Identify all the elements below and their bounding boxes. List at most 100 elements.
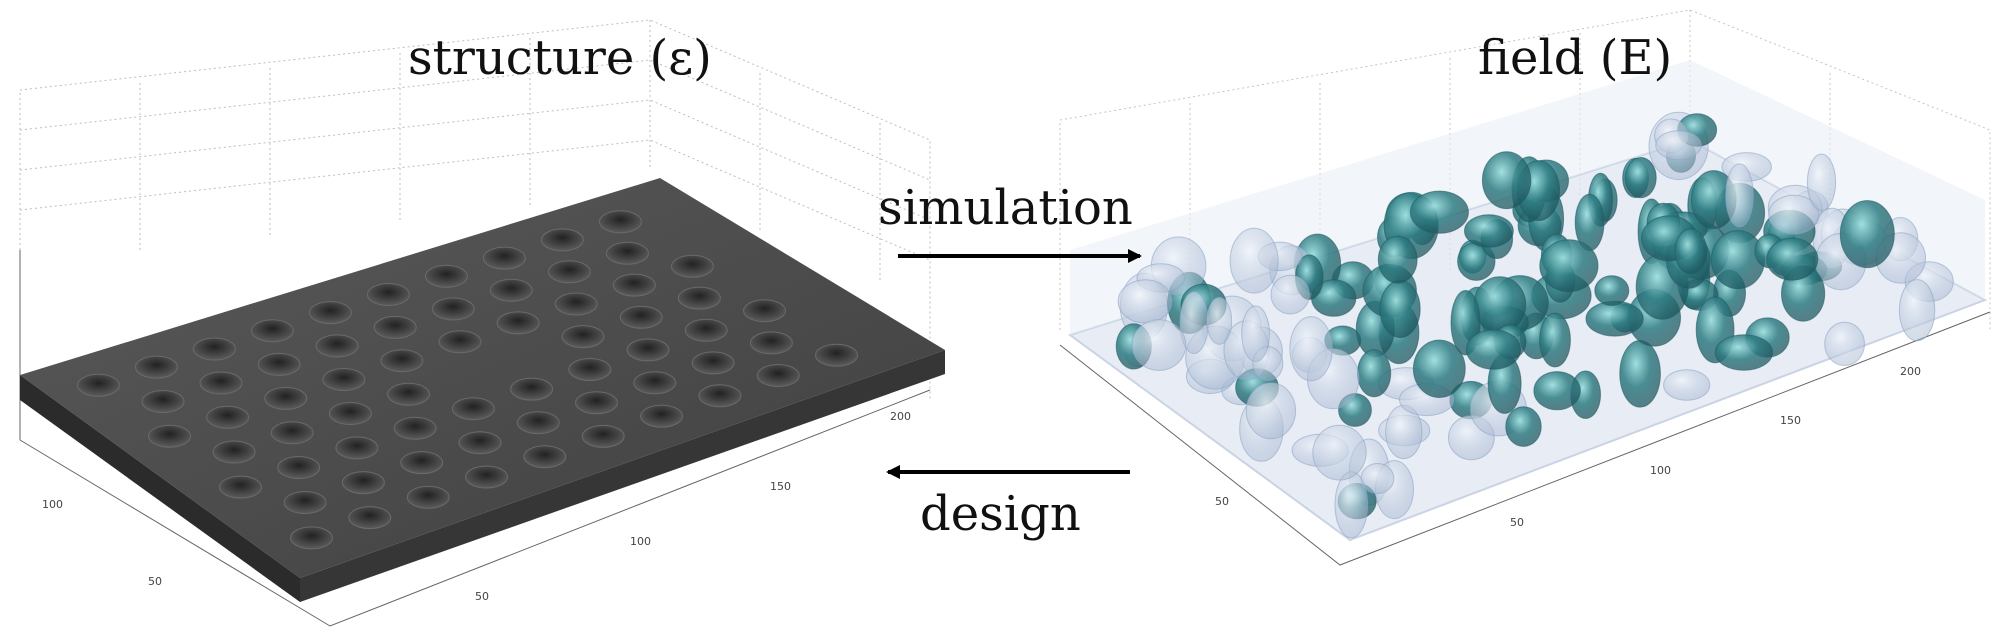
- air-hole: [406, 485, 450, 509]
- air-hole: [283, 491, 327, 514]
- air-hole: [568, 358, 612, 381]
- air-hole: [523, 445, 567, 469]
- air-hole: [756, 364, 800, 387]
- slab-side-left: [20, 375, 300, 602]
- air-hole: [698, 384, 742, 408]
- field-hotspot: [1473, 276, 1527, 334]
- field-axes-lines: [1059, 311, 1991, 566]
- field-isosurface: [1334, 471, 1369, 539]
- air-hole: [458, 431, 502, 455]
- field-isosurface: [1117, 279, 1173, 324]
- design-label: design: [920, 486, 1081, 542]
- air-hole: [290, 526, 333, 550]
- air-hole: [547, 260, 591, 284]
- air-hole: [192, 337, 236, 361]
- air-hole: [257, 352, 301, 376]
- field-hotspot: [1766, 237, 1819, 281]
- air-hole: [749, 331, 793, 355]
- tick-label: 50: [148, 575, 162, 588]
- tick-label: 50: [1215, 495, 1229, 508]
- air-hole: [575, 391, 618, 415]
- air-hole: [348, 506, 392, 530]
- air-hole: [341, 471, 385, 495]
- tick-label: 200: [1900, 365, 1921, 378]
- air-hole: [199, 371, 243, 395]
- air-hole: [148, 424, 191, 448]
- air-hole: [264, 386, 308, 410]
- tick-label: 50: [475, 590, 489, 603]
- field-isosurfaces: [1115, 111, 1954, 539]
- field-isosurface: [1229, 227, 1279, 294]
- structure-axes-lines: [19, 250, 931, 627]
- air-hole: [277, 456, 321, 479]
- tick-label: 100: [1650, 464, 1671, 477]
- air-hole: [626, 338, 670, 362]
- air-hole: [496, 311, 540, 335]
- field-isosurface: [1768, 194, 1820, 235]
- air-hole: [438, 330, 482, 354]
- air-hole: [431, 297, 475, 321]
- air-hole: [482, 246, 526, 270]
- tick-label: 100: [42, 498, 63, 511]
- air-hole: [328, 402, 372, 425]
- tick-label: 100: [630, 535, 651, 548]
- field-title: field (E): [1478, 30, 1673, 86]
- air-hole: [684, 318, 728, 342]
- tick-label: 200: [890, 410, 911, 423]
- air-hole: [76, 373, 120, 397]
- air-hole: [219, 475, 262, 499]
- field-isosurface: [1725, 163, 1754, 228]
- air-hole: [561, 325, 605, 349]
- air-hole: [605, 241, 649, 265]
- air-hole: [387, 382, 430, 406]
- field-hotspot: [1464, 214, 1514, 248]
- air-hole: [393, 416, 437, 440]
- field-hotspot: [1594, 275, 1630, 307]
- air-hole: [134, 355, 178, 379]
- field-hotspot: [1539, 312, 1571, 368]
- air-hole: [308, 301, 352, 325]
- field-hotspot: [1714, 334, 1774, 371]
- air-hole: [141, 390, 185, 413]
- field-isosurface: [1806, 153, 1837, 212]
- air-hole: [322, 368, 366, 391]
- air-hole: [366, 283, 410, 306]
- air-hole: [815, 343, 858, 367]
- field-isosurface: [1663, 369, 1711, 401]
- field-hotspot: [1674, 228, 1708, 275]
- field-isosurface: [1655, 130, 1702, 161]
- field-hotspot: [1379, 280, 1421, 338]
- simulation-label: simulation: [878, 180, 1133, 236]
- field-hotspot: [1585, 300, 1644, 337]
- air-hole: [540, 228, 584, 252]
- air-hole: [598, 210, 642, 234]
- air-hole: [489, 278, 533, 302]
- photonic-crystal-slab: [20, 178, 945, 602]
- air-hole: [677, 286, 721, 310]
- air-hole: [315, 334, 359, 358]
- field-isosurface: [1898, 279, 1936, 342]
- field-hotspot: [1533, 371, 1581, 411]
- slab-side-front: [300, 350, 945, 602]
- field-isosurface: [1289, 316, 1333, 382]
- field-isosurface: [1206, 297, 1233, 345]
- structure-axes-box: [19, 19, 931, 400]
- field-isosurface: [1241, 305, 1270, 362]
- field-hotspot: [1409, 190, 1469, 234]
- air-hole: [691, 351, 735, 375]
- field-envelope-top: [1070, 60, 1985, 335]
- field-isosurface: [1824, 321, 1865, 366]
- field-hotspot: [1412, 339, 1466, 398]
- air-hole: [619, 305, 663, 329]
- air-hole: [451, 397, 495, 421]
- air-hole: [581, 424, 625, 448]
- field-hotspot: [1624, 157, 1657, 199]
- air-hole: [633, 371, 677, 395]
- air-hole: [212, 440, 256, 464]
- field-hotspot: [1377, 235, 1418, 284]
- air-hole: [250, 319, 294, 343]
- structure-title: structure (ε): [408, 30, 712, 86]
- field-isosurface: [1312, 424, 1367, 481]
